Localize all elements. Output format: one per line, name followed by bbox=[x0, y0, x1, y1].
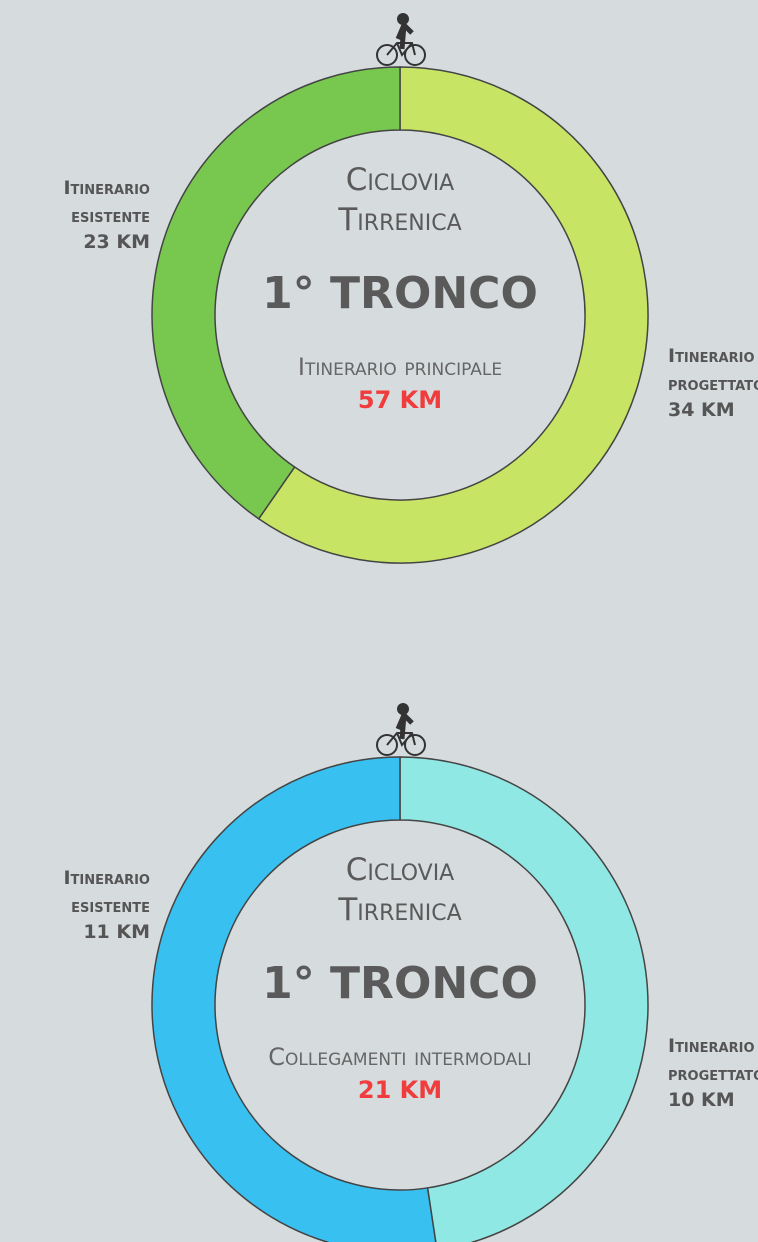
segment-value-label: 11 KM bbox=[83, 921, 150, 943]
rider bbox=[395, 20, 414, 50]
donut-segment bbox=[151, 756, 437, 1242]
segment-value-label: 10 KM bbox=[668, 1089, 735, 1111]
head bbox=[397, 703, 409, 715]
center-subtitle: 1° Tronco bbox=[262, 958, 538, 1009]
donut-segment bbox=[257, 66, 649, 564]
center-title: Ciclovia Tirrenica bbox=[338, 852, 462, 929]
donut-segment bbox=[399, 756, 649, 1242]
wheel bbox=[404, 734, 426, 756]
wheel bbox=[376, 734, 398, 756]
segment-label: Itinerario esistente bbox=[63, 867, 150, 917]
donut-segment bbox=[151, 66, 401, 520]
segment-value-label: 34 KM bbox=[668, 399, 735, 421]
wheel bbox=[404, 44, 426, 66]
bicycle-icon bbox=[376, 703, 426, 756]
segment-label: Itinerario esistente bbox=[63, 177, 150, 227]
center-caption: Collegamenti intermodali bbox=[268, 1043, 532, 1071]
center-title: Ciclovia Tirrenica bbox=[338, 162, 462, 239]
center-total: 21 KM bbox=[357, 1076, 443, 1104]
center-subtitle: 1° Tronco bbox=[262, 268, 538, 319]
head bbox=[397, 13, 409, 25]
wheel bbox=[376, 44, 398, 66]
segment-label: Itinerario progettato bbox=[668, 345, 758, 395]
center-total: 57 KM bbox=[357, 386, 443, 414]
segment-label: Itinerario progettato bbox=[668, 1035, 758, 1085]
center-caption: Itinerario principale bbox=[297, 353, 503, 381]
rider bbox=[395, 710, 414, 740]
bicycle-icon bbox=[376, 13, 426, 66]
segment-value-label: 23 KM bbox=[83, 231, 150, 253]
